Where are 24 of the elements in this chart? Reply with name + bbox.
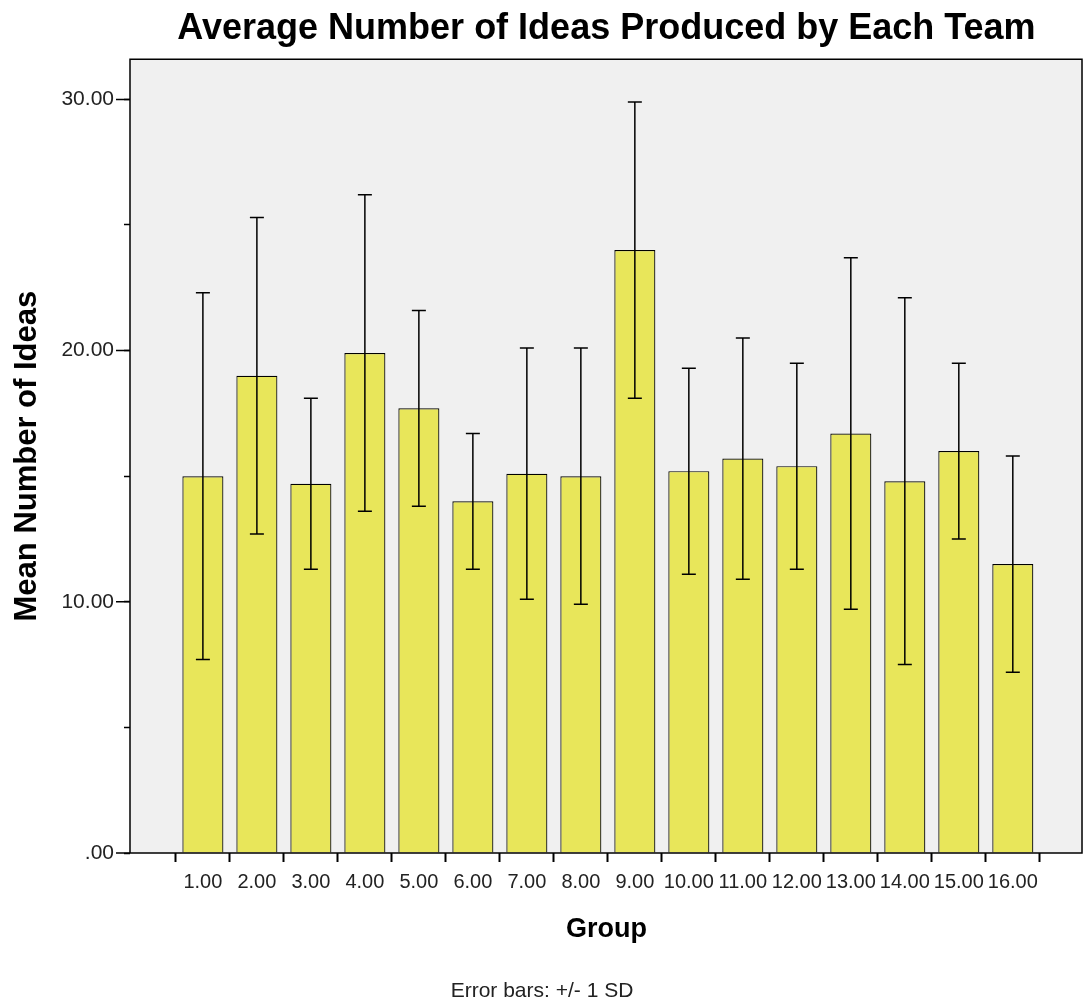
- x-tick-label: 11.00: [718, 869, 768, 892]
- x-tick-label: 4.00: [345, 869, 385, 892]
- x-tick-label: 12.00: [771, 869, 822, 892]
- y-tick-label: 20.00: [61, 337, 114, 361]
- x-tick-label: 2.00: [237, 869, 277, 892]
- y-tick-label: 10.00: [61, 588, 114, 612]
- x-tick-label: 1.00: [183, 869, 223, 892]
- y-tick-label: .00: [84, 839, 114, 863]
- text: Error bars: +/- 1 SD: [450, 977, 634, 1001]
- x-tick-label: 14.00: [879, 869, 930, 892]
- x-tick-label: 13.00: [825, 869, 876, 892]
- x-tick-label: 7.00: [507, 869, 547, 892]
- chart-title: Average Number of Ideas Produced by Each Team: [177, 5, 1036, 47]
- y-axis-title: Mean Number of Ideas: [8, 290, 44, 622]
- y-tick-label: 30.00: [61, 86, 114, 110]
- x-tick-label: 5.00: [399, 869, 439, 892]
- x-tick-label: 3.00: [291, 869, 331, 892]
- x-tick-label: 9.00: [615, 869, 655, 892]
- x-tick-label: 6.00: [453, 869, 493, 892]
- x-axis-title: Group: [566, 913, 647, 944]
- x-tick-label: 8.00: [561, 869, 601, 892]
- x-tick-label: 10.00: [663, 869, 714, 892]
- x-tick-label: 15.00: [933, 869, 984, 892]
- x-tick-label: 16.00: [987, 869, 1038, 892]
